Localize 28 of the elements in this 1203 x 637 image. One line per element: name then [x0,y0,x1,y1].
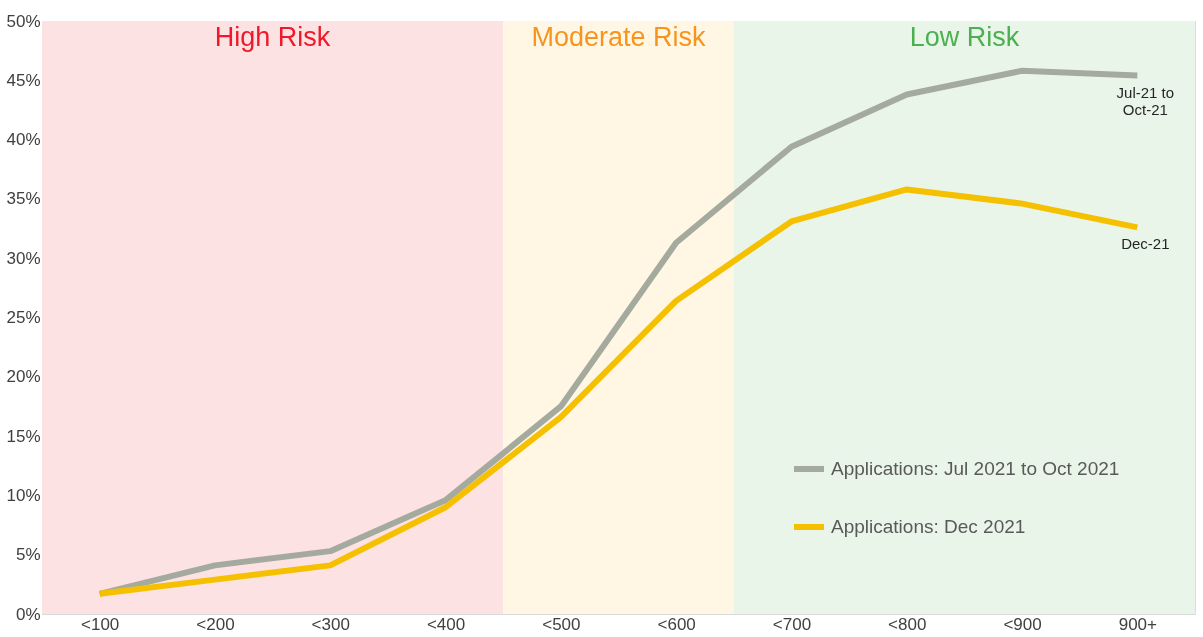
x-tick-label: <400 [426,614,466,634]
y-tick-label: 15% [6,426,41,446]
y-tick-label: 45% [6,70,41,90]
band-label: Low Risk [909,22,1020,52]
x-tick-label: <100 [81,614,120,634]
x-tick-label: <900 [1003,614,1042,634]
y-tick-label: 30% [6,248,41,268]
band-label: High Risk [214,22,331,52]
x-tick-label: <700 [772,614,812,634]
x-tick-label: <200 [196,614,235,634]
x-tick-label: <800 [888,614,927,634]
legend-label: Applications: Dec 2021 [831,516,1026,537]
y-tick-label: 40% [6,130,41,150]
legend-label: Applications: Jul 2021 to Oct 2021 [831,458,1120,479]
y-tick-label: 50% [6,11,41,31]
annotation: Jul-21 to Oct-21 [1116,83,1175,118]
y-tick-label: 5% [15,545,41,565]
band-label: Moderate Risk [531,22,707,52]
x-tick-label: <500 [542,614,581,634]
y-tick-label: 10% [6,485,41,505]
y-tick-label: 20% [6,367,41,387]
y-tick-label: 0% [15,604,41,624]
y-tick-label: 35% [6,189,41,209]
x-tick-label: <600 [657,614,696,634]
x-tick-label: 900+ [1118,614,1158,634]
x-tick-label: <300 [311,614,350,634]
y-tick-label: 25% [6,308,41,327]
annotation: Dec-21 [1121,235,1170,253]
